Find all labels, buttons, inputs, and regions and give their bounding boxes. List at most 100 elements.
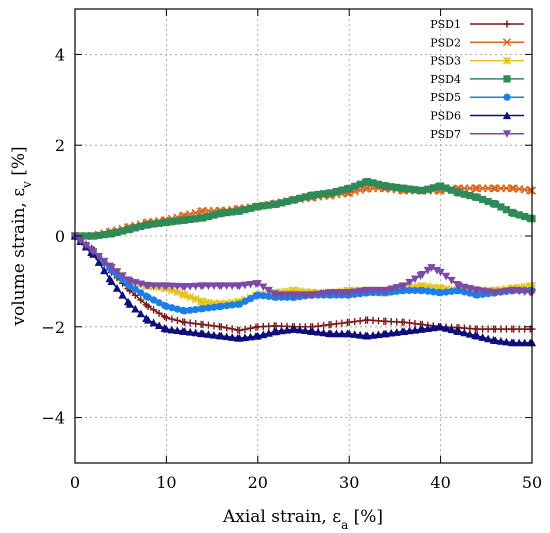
data-point: [199, 214, 207, 222]
data-point: [131, 285, 139, 293]
data-point: [290, 324, 299, 333]
data-point: [392, 284, 401, 292]
data-point: [181, 216, 189, 224]
data-point: [491, 336, 500, 345]
data-point: [314, 327, 323, 336]
legend-label: PSD7: [430, 128, 461, 141]
x-axis-label: Axial strain, εa [%]: [222, 507, 383, 532]
data-point: [180, 327, 189, 335]
data-point: [186, 327, 195, 336]
data-point: [369, 179, 377, 187]
x-tick-label: 30: [339, 473, 359, 492]
data-point: [381, 286, 390, 295]
data-point: [502, 206, 511, 214]
data-point: [484, 197, 492, 206]
y-axis-label: volume strain, εv [%]: [9, 146, 34, 326]
data-point: [154, 321, 164, 330]
data-point: [478, 333, 487, 341]
data-point: [345, 184, 353, 192]
data-point: [410, 282, 420, 291]
data-point: [326, 289, 336, 297]
data-point: [89, 248, 98, 256]
x-tick-label: 10: [156, 473, 176, 492]
data-point: [282, 287, 292, 296]
data-point: [363, 286, 372, 295]
data-point: [223, 302, 231, 310]
data-point: [332, 329, 341, 338]
data-point: [246, 280, 255, 289]
data-point: [222, 332, 231, 341]
ticks: 0 10 20 30 40 50 −4 −2 0 2 4: [41, 9, 542, 492]
legend-label: PSD3: [430, 55, 461, 68]
data-point: [82, 232, 90, 240]
legend-label: PSD6: [430, 110, 461, 123]
data-point: [290, 196, 298, 204]
y-tick-label: 0: [55, 227, 65, 246]
data-point: [387, 183, 395, 191]
data-point: [154, 282, 164, 291]
data-point: [162, 324, 171, 333]
data-point: [436, 268, 445, 277]
data-point: [264, 286, 273, 295]
data-point: [460, 328, 469, 337]
legend-item-psd4: PSD4: [430, 73, 524, 86]
data-point: [112, 268, 122, 276]
data-point: [418, 270, 427, 279]
y-tick-label: −2: [41, 318, 65, 337]
data-point: [94, 253, 103, 261]
data-point: [223, 209, 231, 217]
legend-marker: [503, 75, 511, 83]
data-point: [173, 305, 181, 313]
data-point: [447, 287, 456, 295]
legend-label: PSD5: [430, 91, 461, 104]
data-point: [144, 302, 152, 310]
data-point: [241, 297, 249, 305]
data-point: [254, 291, 262, 299]
data-point: [350, 330, 359, 338]
data-point: [144, 315, 153, 324]
data-point: [210, 303, 218, 311]
data-point: [411, 186, 419, 194]
data-point: [217, 302, 225, 310]
data-point: [95, 231, 103, 239]
data-point: [235, 207, 244, 215]
data-point: [496, 337, 506, 345]
data-point: [356, 180, 364, 188]
data-point: [272, 200, 280, 208]
data-point: [162, 302, 170, 310]
grid: [75, 9, 532, 463]
data-point: [100, 257, 109, 266]
data-point: [314, 290, 323, 299]
data-point: [332, 289, 341, 297]
data-point: [301, 193, 309, 201]
data-point: [155, 299, 163, 307]
data-point: [497, 203, 505, 211]
data-point: [144, 293, 152, 301]
data-point: [502, 287, 511, 296]
data-point: [429, 288, 437, 296]
data-point: [290, 291, 299, 300]
data-point: [118, 272, 127, 281]
data-point: [204, 298, 213, 307]
data-point: [162, 218, 170, 226]
data-point: [246, 295, 255, 303]
data-point: [473, 331, 482, 340]
data-point: [112, 284, 122, 292]
data-point: [271, 291, 281, 300]
data-point: [137, 296, 145, 304]
data-point: [197, 207, 206, 216]
data-point: [204, 304, 213, 312]
data-point: [405, 185, 414, 193]
data-point: [436, 322, 445, 331]
x-tick-label: 20: [248, 473, 268, 492]
data-point: [186, 215, 194, 224]
data-point: [507, 184, 516, 193]
data-point: [100, 266, 109, 275]
data-point: [265, 201, 273, 209]
legend-marker: [503, 93, 511, 101]
data-point: [149, 282, 158, 291]
data-point: [411, 286, 419, 295]
data-point: [473, 193, 481, 202]
data-point: [118, 227, 127, 235]
data-point: [382, 182, 390, 190]
